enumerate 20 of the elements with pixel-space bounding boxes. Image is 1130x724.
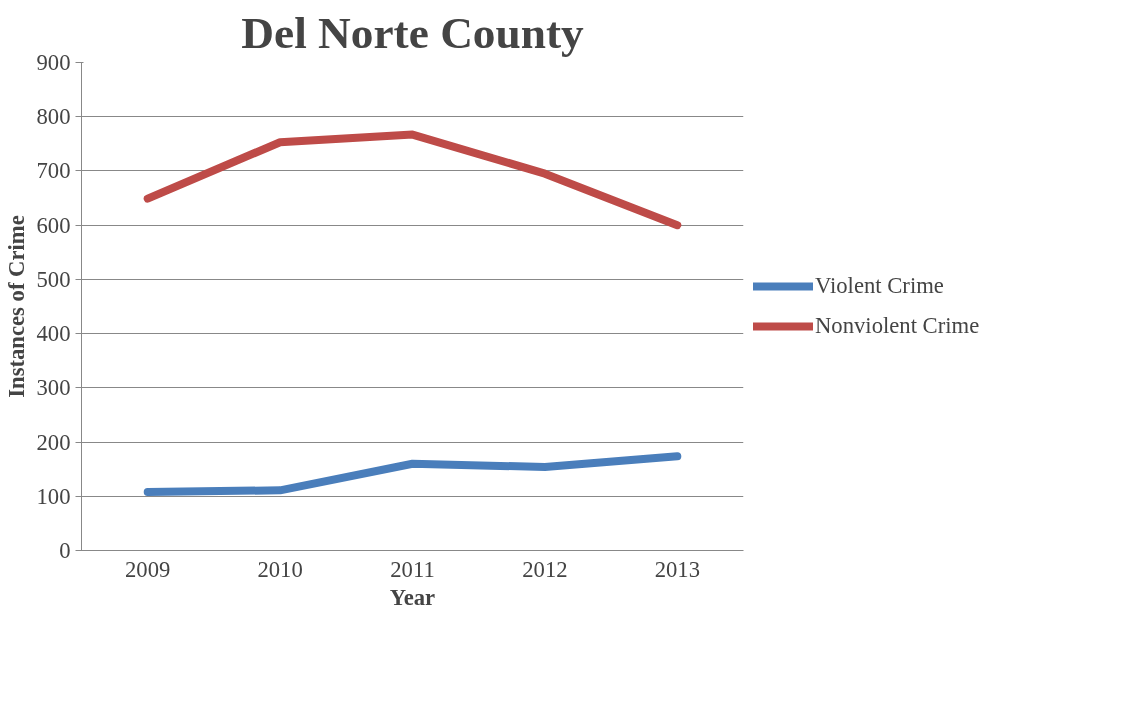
x-tick-label: 2012 [522, 556, 568, 582]
y-tick-label: 900 [36, 50, 71, 75]
x-tick-label: 2011 [390, 556, 435, 582]
y-tick-label: 100 [36, 483, 71, 509]
y-tick-label: 400 [36, 321, 71, 347]
y-tick-label: 300 [36, 375, 71, 401]
y-tick-label: 800 [36, 104, 71, 130]
legend-label: Violent Crime [815, 273, 944, 299]
y-tick-label: 0 [59, 538, 71, 563]
chart-title: Del Norte County [241, 7, 585, 58]
y-tick-label: 700 [36, 158, 71, 184]
y-tick-label: 200 [36, 429, 71, 455]
y-axis-title: Instances of Crime [3, 215, 29, 398]
y-tick-label: 600 [36, 212, 71, 238]
y-tick-label: 500 [36, 266, 71, 292]
x-tick-label: 2013 [654, 556, 700, 582]
x-axis-title: Year [389, 584, 436, 610]
legend-label: Nonviolent Crime [815, 313, 980, 339]
x-tick-label: 2009 [125, 556, 171, 582]
x-tick-label: 2010 [257, 556, 303, 582]
